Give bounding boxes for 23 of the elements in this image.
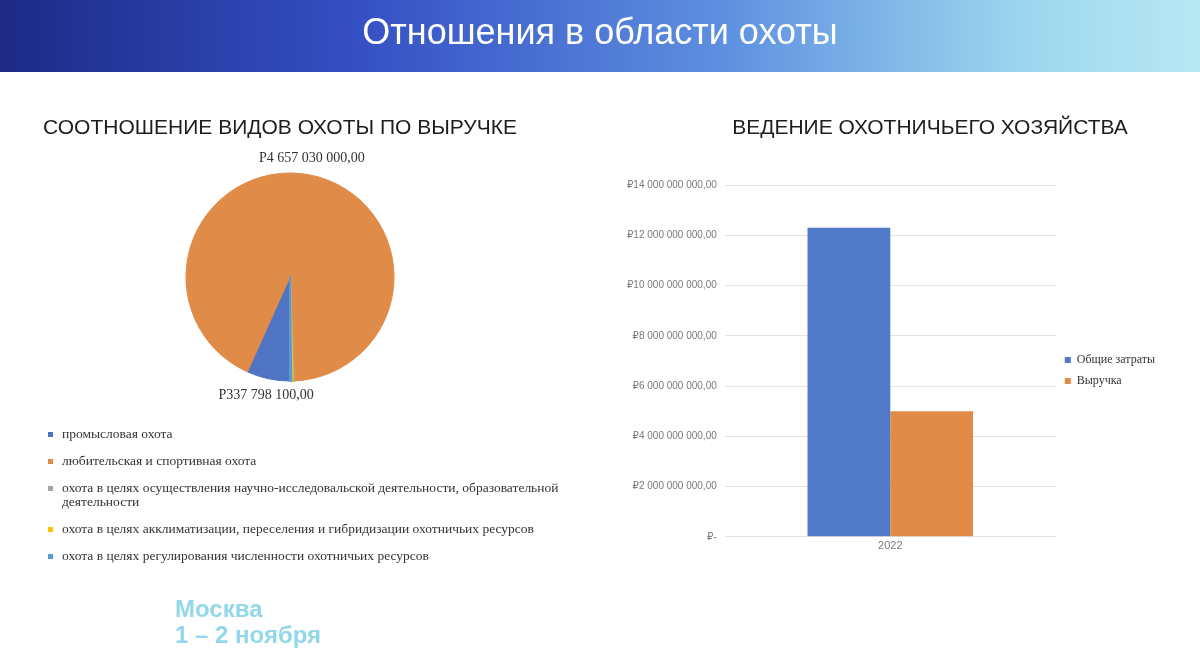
text: 1 – 2 ноября (175, 621, 323, 648)
data-label: Р4 657 030 000,00 (258, 149, 365, 165)
y-tick-label: ₽2 000 000 000,00 (632, 480, 718, 492)
chart-title: ВЕДЕНИЕ ОХОТНИЧЬЕГО ХОЗЯЙСТВА (731, 115, 1129, 139)
legend-label: охота в целях регулирования численности охотничьих ресурсов (62, 548, 429, 563)
y-tick-label: ₽8 000 000 000,00 (632, 329, 718, 341)
chart-title: СООТНОШЕНИЕ ВИДОВ ОХОТЫ ПО ВЫРУЧКЕ (42, 115, 518, 139)
y-tick-label: ₽4 000 000 000,00 (632, 430, 718, 442)
legend-label: любительская и спортивная охота (62, 453, 257, 468)
legend-label: Общие затраты (1076, 352, 1156, 367)
legend-label: охота в целях осуществления научно-исследовальской деятельности, образовательной деятельности (62, 480, 559, 509)
legend-label: Выручка (1076, 373, 1123, 388)
data-label: Р337 798 100,00 (218, 387, 314, 403)
text: Москва (175, 595, 264, 622)
x-tick-label: 2022 (878, 539, 903, 552)
y-tick-label: ₽6 000 000 000,00 (632, 379, 718, 391)
legend-label: промысловая охота (62, 426, 173, 441)
text: Отношения в области охоты (361, 11, 839, 53)
y-tick-label: ₽- (707, 530, 717, 542)
y-tick-label: ₽12 000 000 000,00 (626, 229, 718, 241)
y-tick-label: ₽10 000 000 000,00 (626, 279, 718, 291)
legend-label: охота в целях акклиматизации, переселения и гибридизации охотничьих ресурсов (62, 521, 534, 536)
y-tick-label: ₽14 000 000 000,00 (626, 178, 718, 190)
